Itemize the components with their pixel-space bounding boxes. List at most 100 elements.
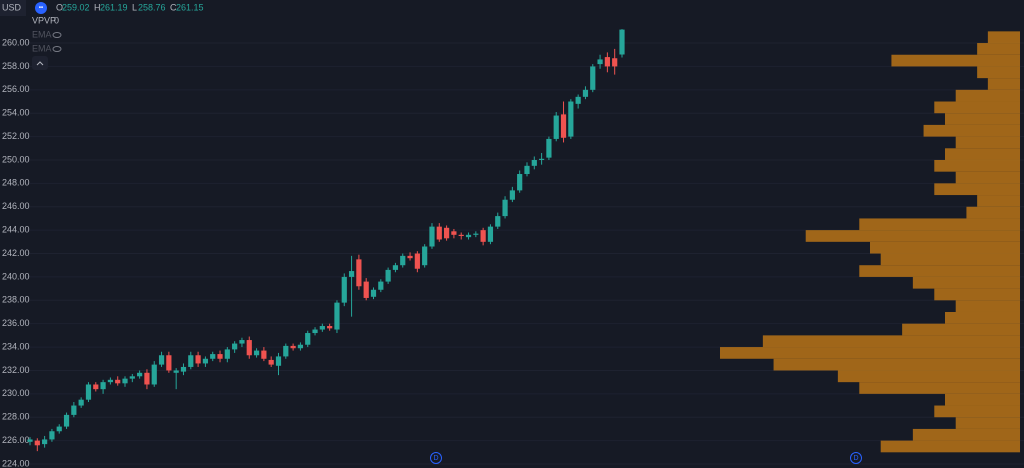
candle-body <box>517 174 523 191</box>
event-marker[interactable] <box>850 452 862 464</box>
y-tick-label: 256.00 <box>2 84 30 94</box>
candle-body <box>407 255 413 259</box>
candle-body <box>619 29 625 55</box>
profile-bar <box>945 311 1020 324</box>
indicator-name: EMA <box>32 29 52 39</box>
profile-bar <box>934 288 1020 301</box>
currency-box <box>0 0 26 16</box>
currency: USD <box>2 2 22 12</box>
candle-body <box>115 379 121 384</box>
candle-body <box>495 216 501 227</box>
candle-body <box>180 366 187 372</box>
candle-body <box>224 349 230 359</box>
y-tick-label: 242.00 <box>2 248 30 258</box>
candle-body <box>195 355 201 364</box>
y-tick-label: 254.00 <box>2 108 30 118</box>
candle-body <box>370 289 377 297</box>
event-marker-label: D <box>853 455 858 462</box>
profile-bar <box>934 183 1020 196</box>
candle-body <box>400 255 406 266</box>
candle-body <box>85 384 92 400</box>
y-tick-label: 238.00 <box>2 295 30 305</box>
candle-body <box>363 281 369 298</box>
candle-body <box>71 405 77 415</box>
candle-body <box>27 439 33 442</box>
candle-body <box>261 350 267 359</box>
profile-bar <box>891 54 1020 67</box>
symbol-badge-bg <box>35 2 47 14</box>
candle-body <box>56 426 62 432</box>
y-tick-label: 234.00 <box>2 341 30 351</box>
candle-body <box>590 66 596 90</box>
candle-body <box>173 370 179 373</box>
profile-bar <box>902 323 1020 336</box>
profile-bar <box>859 382 1020 394</box>
profile-bar <box>880 440 1020 453</box>
candle-body <box>385 269 391 282</box>
candle-body <box>568 101 574 137</box>
candle-body <box>524 165 530 175</box>
event-marker[interactable] <box>430 452 442 464</box>
candle-body <box>378 281 384 290</box>
ohlc-key: C <box>170 2 177 12</box>
profile-bar <box>912 276 1020 289</box>
profile-bar <box>773 358 1020 371</box>
candle-body <box>604 57 610 67</box>
visibility-icon <box>52 32 62 38</box>
profile-bar <box>955 89 1020 102</box>
candle-body <box>232 343 238 350</box>
profile-bar <box>934 101 1020 114</box>
candle-body <box>414 253 420 269</box>
profile-bar <box>945 148 1020 160</box>
candle-body <box>334 302 340 330</box>
candle-body <box>268 359 274 365</box>
candle-body <box>239 340 245 344</box>
indicator-name: EMA <box>32 43 52 53</box>
y-tick-label: 230.00 <box>2 388 30 398</box>
profile-bar <box>955 171 1020 184</box>
candle-body <box>356 259 362 287</box>
candle-body <box>582 89 589 97</box>
candle-body <box>275 356 282 366</box>
candle-body <box>531 159 537 166</box>
profile-bar <box>859 265 1020 277</box>
profile-bar <box>934 159 1020 172</box>
profile-bar <box>966 206 1020 219</box>
candle-body <box>560 114 567 138</box>
candle-body <box>34 440 40 446</box>
profile-bar <box>923 124 1020 137</box>
y-tick-label: 228.00 <box>2 412 30 422</box>
candle-body <box>539 158 545 160</box>
candle-body <box>392 265 399 270</box>
profile-bar <box>880 253 1020 266</box>
profile-bar <box>987 31 1020 44</box>
candle-body <box>283 345 289 357</box>
profile-bar <box>870 241 1020 254</box>
ohlc-value: 259.02 <box>62 2 90 12</box>
candle-body <box>473 233 479 235</box>
candle-body <box>348 271 355 277</box>
profile-bar <box>805 230 1020 242</box>
candle-body <box>166 355 172 371</box>
collapse-button[interactable] <box>32 56 48 70</box>
candle-body <box>327 326 333 329</box>
candle-body <box>93 384 99 390</box>
profile-bar <box>945 393 1020 406</box>
candle-body <box>107 379 113 383</box>
candle-body <box>487 226 494 242</box>
indicator-name: VPVP <box>32 15 56 25</box>
y-tick-label: 232.00 <box>2 365 30 375</box>
y-tick-label: 226.00 <box>2 435 30 445</box>
candle-body <box>290 345 296 349</box>
profile-bar <box>859 218 1020 231</box>
candle-body <box>42 439 48 445</box>
y-tick-label: 246.00 <box>2 201 30 211</box>
candle-body <box>246 340 252 356</box>
symbol-badge: •• <box>39 6 43 12</box>
profile-bar <box>837 370 1020 383</box>
visibility-icon <box>52 46 62 52</box>
candle-body <box>429 226 435 247</box>
profile-bar <box>955 417 1020 429</box>
candle-body <box>502 199 508 217</box>
